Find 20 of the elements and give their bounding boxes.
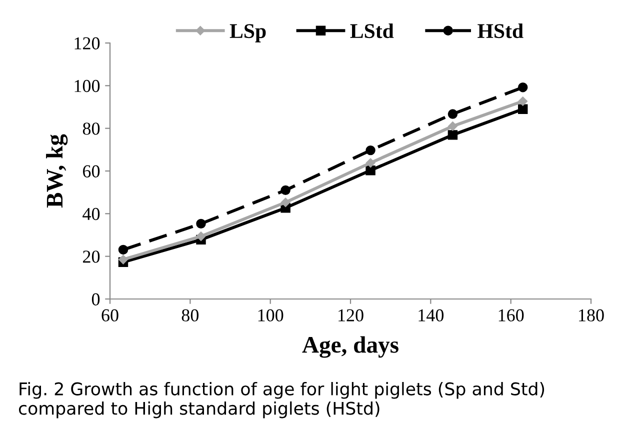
x-tick-label: 120 xyxy=(338,309,364,322)
x-tick-label: 180 xyxy=(579,309,604,322)
y-tick-label: 100 xyxy=(74,80,100,92)
legend-label: LStd xyxy=(350,23,394,38)
y-tick-label: 80 xyxy=(82,122,100,135)
y-axis-title: BW, kg xyxy=(46,134,68,208)
legend-label: LSp xyxy=(230,24,266,42)
x-tick-label: 160 xyxy=(498,309,524,322)
y-tick-label: 120 xyxy=(74,37,100,50)
y-tick-label: 0 xyxy=(92,293,100,306)
x-tick-label: 140 xyxy=(418,309,444,322)
x-tick-label: 100 xyxy=(258,309,284,322)
y-tick-label: 20 xyxy=(83,250,100,263)
x-tick-label: 80 xyxy=(182,309,199,322)
caption: Fig. 2 Growth as function of age for light piglets (Sp and Std) compared to High standard piglets (HStd) xyxy=(18,382,544,418)
x-tick-label: 60 xyxy=(102,309,118,322)
y-tick-label: 60 xyxy=(83,165,100,178)
y-tick-label: 40 xyxy=(82,208,100,220)
x-axis-title: Age, days xyxy=(302,336,398,358)
legend-label: HStd xyxy=(478,23,524,38)
